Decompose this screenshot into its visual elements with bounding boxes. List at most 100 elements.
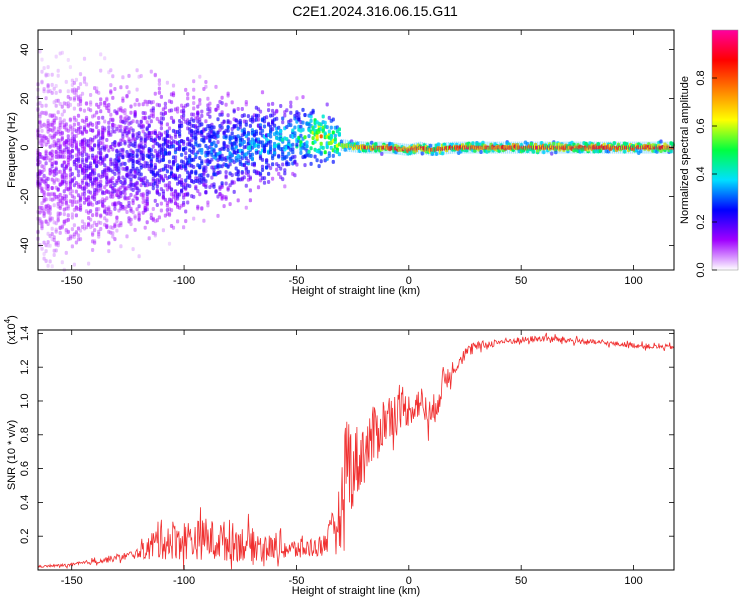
spectrogram-cell (319, 141, 323, 146)
spectrogram-cell (82, 222, 87, 227)
spectrogram-cell (62, 154, 66, 159)
spectrogram-cell (165, 122, 169, 127)
spectrogram-halo-cell (403, 143, 405, 156)
spectrogram-cell (46, 176, 50, 181)
spectrogram-cell (155, 188, 159, 193)
spectrogram-cell (196, 110, 200, 115)
x-tick-label: 0 (406, 575, 412, 587)
spectrogram-cell (119, 128, 123, 133)
spectrogram-cell (343, 147, 347, 152)
spectrogram-cell (38, 120, 42, 125)
spectrogram-cell (44, 258, 48, 263)
spectrogram-cell (234, 145, 238, 150)
spectrogram-ridge-cell (664, 145, 666, 150)
colorbar-ticks: 0.0 0.2 0.4 0.6 0.8 (695, 70, 717, 278)
spectrogram-halo-cell (585, 141, 587, 154)
spectrogram-halo-cell (615, 141, 618, 154)
spectrogram-cell (137, 74, 141, 79)
spectrogram-cell (54, 98, 58, 103)
spectrogram-cell (206, 96, 210, 101)
spectrogram-cell (240, 107, 244, 111)
spectrogram-cell (111, 95, 115, 100)
spectrogram-ridge-cell (490, 145, 492, 150)
spectrogram-cell (115, 228, 119, 233)
spectrogram-cell (74, 230, 78, 235)
spectrogram-cell (95, 223, 99, 227)
spectrogram-cell (127, 90, 131, 95)
spectrogram-cell (309, 161, 313, 166)
spectrogram-ridge-cell (615, 145, 618, 150)
spectrogram-cell (60, 202, 64, 207)
spectrogram-cell (44, 96, 48, 101)
spectrogram-cell (44, 111, 48, 116)
spectrogram-halo-cell (433, 143, 436, 156)
spectrogram-cell (184, 151, 188, 156)
snr-x-axis-label: Height of straight line (km) (292, 585, 420, 597)
spectrogram-cell (165, 208, 169, 212)
spectrogram-cell (64, 101, 68, 106)
spectrogram-ridge-cell (520, 145, 523, 150)
spectrogram-cell (48, 205, 52, 209)
spectrogram-cell (70, 189, 74, 194)
spectrogram-cell (287, 162, 291, 167)
spectrogram-ridge-cell (537, 145, 539, 150)
spectrogram-cell (42, 122, 46, 127)
spectrogram-cell (48, 144, 52, 149)
spectrogram-cell (109, 212, 113, 217)
y-tick-label: 20 (19, 92, 31, 104)
spectrogram-ridge-cell (603, 145, 606, 150)
spectrogram-cell (46, 118, 50, 123)
spectrogram-cell (149, 119, 153, 124)
spectrogram-halo-cell (583, 141, 585, 154)
spectrogram-cell (99, 101, 103, 106)
spectrogram-cell (192, 87, 196, 92)
spectrogram-cell (173, 189, 178, 194)
spectrogram-halo-cell (350, 140, 353, 153)
spectrogram-cell (109, 90, 113, 95)
spectrogram-cell (192, 95, 196, 100)
spectrogram-ridge-cell (431, 147, 434, 152)
snr-frame (37, 329, 675, 571)
spectrogram-cell (78, 195, 83, 200)
spectrogram-cell (129, 208, 133, 213)
spectrogram-ridge-cell (452, 145, 454, 150)
spectrogram-ridge-cell (500, 145, 502, 150)
spectrogram-cell (119, 106, 123, 111)
spectrogram-ridge-cell (638, 145, 640, 150)
spectrogram-ridge-cell (439, 147, 442, 151)
spectrogram-cell (204, 179, 208, 184)
spectrogram-cell (70, 129, 74, 134)
spectrogram-cell (76, 102, 81, 107)
spectrogram-halo-cell (630, 141, 632, 154)
spectrogram-cell (99, 183, 103, 188)
spectrogram-ridge-cell (409, 147, 411, 152)
spectrogram-cell (74, 207, 78, 212)
spectrogram-cell (72, 134, 76, 139)
spectrogram-cell (66, 162, 70, 167)
spectrogram-ridge-cell (446, 146, 448, 151)
spectrogram-cell (184, 167, 188, 172)
spectrogram-cell (64, 250, 68, 255)
spectrogram-cell (84, 82, 89, 87)
spectrogram-cell (54, 167, 58, 172)
spectrogram-cell (72, 122, 76, 127)
spectrogram-cell (50, 153, 54, 158)
spectrogram-cell (301, 120, 305, 125)
spectrogram-cell (91, 231, 95, 236)
spectrogram-cell (220, 125, 224, 130)
spectrogram-cell (107, 70, 111, 75)
spectrogram-cell (192, 157, 196, 162)
spectrogram-cell (82, 149, 87, 154)
spectrogram-cell (111, 123, 115, 128)
spectrogram-cell (194, 136, 198, 141)
spectrogram-ridge-cell (456, 145, 458, 150)
spectrogram-cell (273, 147, 277, 152)
spectrogram-cell (74, 231, 78, 236)
y-tick-label: -20 (19, 189, 31, 205)
spectrogram-cell (331, 153, 335, 158)
spectrogram-ridge-cell (448, 146, 450, 151)
spectrogram-cell (46, 192, 50, 197)
spectrogram-cell (256, 113, 261, 118)
spectrogram-cell (305, 144, 309, 149)
spectrogram-ridge-cell (551, 145, 553, 150)
